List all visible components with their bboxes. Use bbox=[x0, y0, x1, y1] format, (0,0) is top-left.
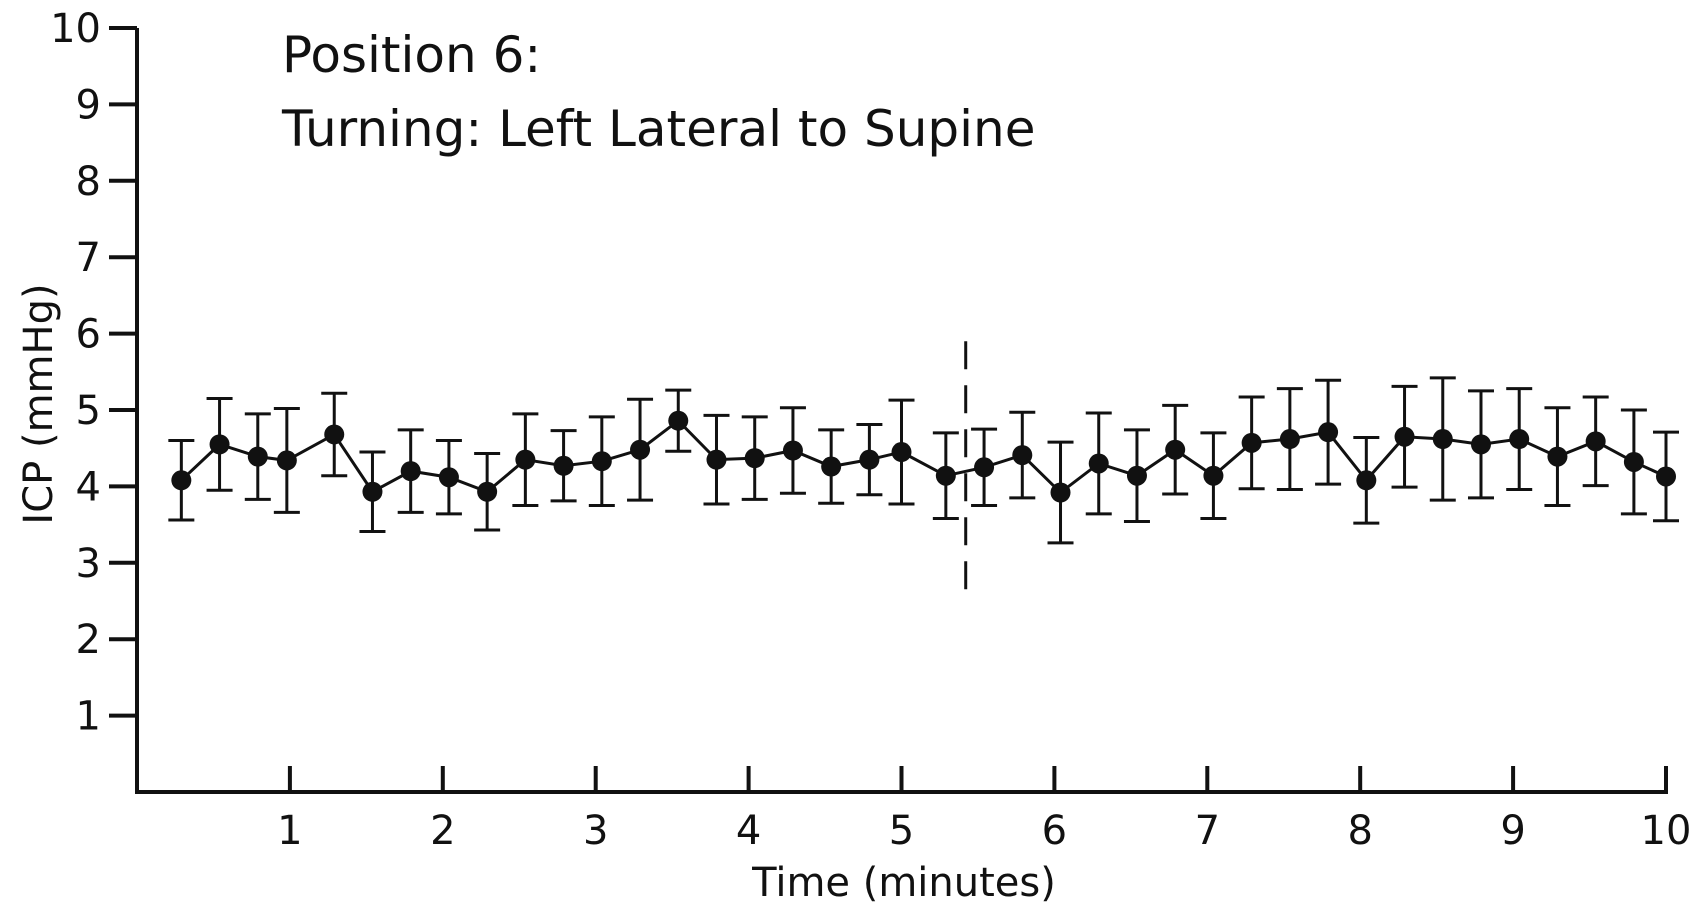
data-point-2 bbox=[209, 434, 230, 455]
x-tick-label-1: 1 bbox=[277, 808, 302, 854]
data-point-24 bbox=[1050, 482, 1071, 503]
y-axis-label: ICP (mmHg) bbox=[16, 283, 62, 524]
data-point-39 bbox=[1623, 451, 1644, 472]
chart-title: Position 6: bbox=[282, 26, 541, 84]
data-point-17 bbox=[782, 440, 803, 461]
data-point-28 bbox=[1203, 465, 1224, 486]
data-point-35 bbox=[1470, 434, 1491, 455]
data-point-4 bbox=[276, 450, 297, 471]
y-tick-label-6: 6 bbox=[76, 312, 101, 358]
data-point-19 bbox=[859, 449, 880, 470]
data-point-14 bbox=[668, 410, 689, 431]
data-point-22 bbox=[974, 457, 995, 478]
data-point-36 bbox=[1509, 429, 1530, 450]
data-point-26 bbox=[1126, 465, 1147, 486]
y-tick-label-5: 5 bbox=[76, 388, 101, 434]
data-point-31 bbox=[1318, 422, 1339, 443]
data-point-29 bbox=[1241, 432, 1262, 453]
data-point-11 bbox=[553, 455, 574, 476]
series-line-1 bbox=[180, 418, 1667, 495]
data-point-13 bbox=[630, 439, 651, 460]
data-point-12 bbox=[591, 451, 612, 472]
y-tick-label-7: 7 bbox=[76, 235, 101, 281]
data-point-6 bbox=[362, 481, 383, 502]
data-point-10 bbox=[515, 449, 536, 470]
y-tick-label-2: 2 bbox=[76, 617, 101, 663]
data-point-9 bbox=[477, 481, 498, 502]
data-point-21 bbox=[935, 465, 956, 486]
x-axis-label: Time (minutes) bbox=[751, 860, 1056, 906]
plot-area: 1 2 3 4 5 6 7 8 9 10 1 2 3 4 5 6 7 8 9 10 bbox=[50, 6, 1691, 854]
data-point-16 bbox=[744, 448, 765, 469]
x-tick-label-6: 6 bbox=[1042, 808, 1067, 854]
data-point-18 bbox=[821, 456, 842, 477]
data-point-38 bbox=[1585, 431, 1606, 452]
data-point-33 bbox=[1394, 426, 1415, 447]
y-tick-label-10: 10 bbox=[50, 6, 101, 52]
x-tick-label-10: 10 bbox=[1641, 808, 1692, 854]
x-tick-label-8: 8 bbox=[1347, 808, 1372, 854]
data-point-27 bbox=[1165, 439, 1186, 460]
data-point-8 bbox=[438, 467, 459, 488]
data-point-20 bbox=[891, 442, 912, 463]
data-point-15 bbox=[706, 449, 727, 470]
chart-subtitle: Turning: Left Lateral to Supine bbox=[281, 100, 1035, 158]
data-point-7 bbox=[400, 461, 421, 482]
data-point-32 bbox=[1356, 470, 1377, 491]
y-tick-label-1: 1 bbox=[76, 694, 101, 740]
x-tick-label-5: 5 bbox=[889, 808, 914, 854]
x-tick-label-7: 7 bbox=[1195, 808, 1220, 854]
data-point-40 bbox=[1656, 466, 1676, 487]
x-tick-label-9: 9 bbox=[1500, 808, 1525, 854]
y-tick-label-9: 9 bbox=[76, 82, 101, 128]
data-point-1 bbox=[171, 470, 192, 491]
data-point-3 bbox=[247, 446, 268, 467]
data-point-25 bbox=[1088, 453, 1109, 474]
data-point-5 bbox=[324, 424, 345, 445]
x-tick-label-2: 2 bbox=[430, 808, 455, 854]
y-tick-label-4: 4 bbox=[76, 464, 101, 510]
y-tick-label-8: 8 bbox=[76, 159, 101, 205]
data-point-30 bbox=[1279, 429, 1300, 450]
data-point-23 bbox=[1012, 445, 1033, 466]
y-tick-label-3: 3 bbox=[76, 541, 101, 587]
data-point-34 bbox=[1432, 429, 1453, 450]
x-tick-label-4: 4 bbox=[736, 808, 761, 854]
x-tick-label-3: 3 bbox=[583, 808, 608, 854]
data-point-37 bbox=[1547, 446, 1568, 467]
